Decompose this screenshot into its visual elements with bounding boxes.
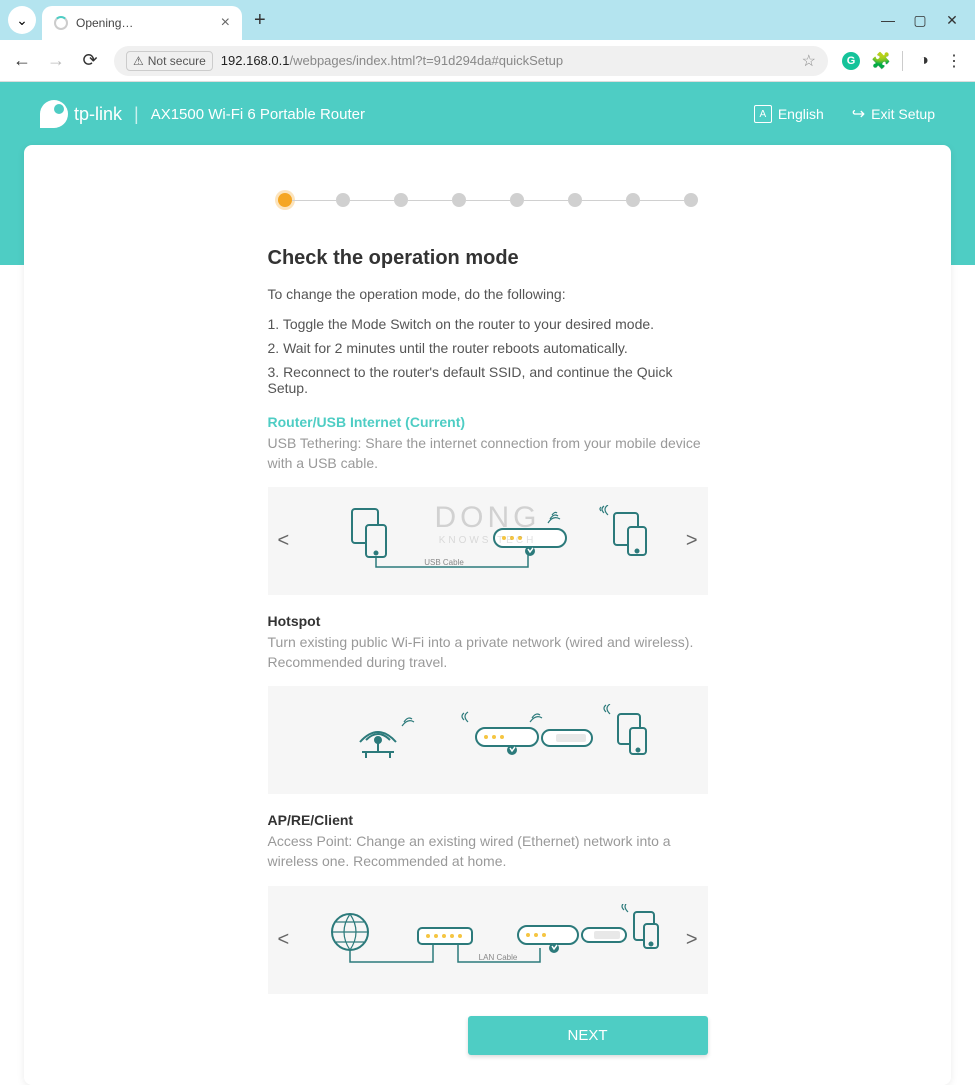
product-name: AX1500 Wi-Fi 6 Portable Router: [151, 106, 365, 123]
window-controls: — ▢ ✕: [881, 12, 967, 29]
bookmark-star-icon[interactable]: ☆: [802, 51, 816, 71]
svg-text:USB Cable: USB Cable: [424, 558, 464, 567]
tab-close-button[interactable]: ×: [221, 14, 230, 32]
exit-setup-button[interactable]: ↪ Exit Setup: [852, 104, 935, 124]
reload-button[interactable]: ⟳: [80, 50, 100, 71]
step-dot-2: [336, 193, 350, 207]
tab-title: Opening…: [76, 16, 213, 30]
language-selector[interactable]: A English: [754, 105, 824, 123]
address-toolbar: ← → ⟳ ⚠Not secure 192.168.0.1/webpages/i…: [0, 40, 975, 82]
header-separator: |: [134, 104, 139, 125]
carousel-next-button[interactable]: >: [686, 530, 698, 553]
brand-logo: tp-link: [40, 100, 122, 128]
carousel-prev-button[interactable]: <: [278, 530, 290, 553]
mode-ap-diagram: < LAN Cable: [268, 886, 708, 994]
url-text: 192.168.0.1/webpages/index.html?t=91d294…: [221, 53, 563, 68]
carousel-prev-button-ap[interactable]: <: [278, 928, 290, 951]
hotspot-diagram-svg: [308, 704, 668, 776]
forward-button[interactable]: →: [46, 50, 66, 71]
instruction-step-1: 1. Toggle the Mode Switch on the router …: [268, 316, 708, 332]
main-panel: Check the operation mode To change the o…: [24, 145, 951, 1085]
grammarly-extension-icon[interactable]: G: [842, 52, 860, 70]
address-bar[interactable]: ⚠Not secure 192.168.0.1/webpages/index.h…: [114, 46, 828, 76]
exit-icon: ↪: [852, 104, 865, 124]
step-dot-7: [626, 193, 640, 207]
mode-router-title: Router/USB Internet (Current): [268, 414, 708, 430]
exit-label: Exit Setup: [871, 106, 935, 122]
next-button[interactable]: NEXT: [468, 1016, 708, 1055]
step-dot-3: [394, 193, 408, 207]
back-button[interactable]: ←: [12, 50, 32, 71]
close-window-button[interactable]: ✕: [945, 12, 959, 29]
menu-button[interactable]: ⋮: [945, 52, 963, 70]
svg-text:LAN Cable: LAN Cable: [478, 953, 517, 962]
extensions-icon[interactable]: 🧩: [872, 52, 890, 70]
progress-stepper: [24, 193, 951, 207]
step-dot-6: [568, 193, 582, 207]
app-header: tp-link | AX1500 Wi-Fi 6 Portable Router…: [0, 82, 975, 146]
step-dot-4: [452, 193, 466, 207]
mode-hotspot-title: Hotspot: [268, 613, 708, 629]
loading-spinner-icon: [54, 16, 68, 30]
language-icon: A: [754, 105, 772, 123]
instruction-step-2: 2. Wait for 2 minutes until the router r…: [268, 340, 708, 356]
maximize-button[interactable]: ▢: [913, 12, 927, 29]
brand-text: tp-link: [74, 104, 122, 125]
step-dot-1: [278, 193, 292, 207]
language-label: English: [778, 106, 824, 122]
carousel-next-button-ap[interactable]: >: [686, 928, 698, 951]
new-tab-button[interactable]: +: [254, 9, 266, 32]
toolbar-divider: [902, 51, 903, 71]
browser-tab[interactable]: Opening… ×: [42, 6, 242, 40]
watermark-subtitle: KNOWS TECH: [439, 535, 537, 546]
tplink-logo-icon: [40, 100, 68, 128]
security-badge[interactable]: ⚠Not secure: [126, 51, 213, 71]
tab-search-button[interactable]: ⌄: [8, 6, 36, 34]
step-dot-8: [684, 193, 698, 207]
mode-ap-desc: Access Point: Change an existing wired (…: [268, 832, 708, 871]
mode-hotspot-diagram: [268, 686, 708, 794]
page-title: Check the operation mode: [268, 247, 708, 270]
instruction-step-3: 3. Reconnect to the router's default SSI…: [268, 364, 708, 396]
page-intro: To change the operation mode, do the fol…: [268, 286, 708, 302]
minimize-button[interactable]: —: [881, 12, 895, 29]
browser-tab-strip: ⌄ Opening… × + — ▢ ✕: [0, 0, 975, 40]
profile-extension-icon[interactable]: ◑: [915, 52, 933, 70]
mode-ap-title: AP/RE/Client: [268, 812, 708, 828]
warning-icon: ⚠: [133, 54, 144, 68]
mode-router-desc: USB Tethering: Share the internet connec…: [268, 434, 708, 473]
step-dot-5: [510, 193, 524, 207]
mode-router-diagram: < USB Cable: [268, 487, 708, 595]
mode-hotspot-desc: Turn existing public Wi-Fi into a privat…: [268, 633, 708, 672]
ap-diagram-svg: LAN Cable: [308, 904, 668, 976]
